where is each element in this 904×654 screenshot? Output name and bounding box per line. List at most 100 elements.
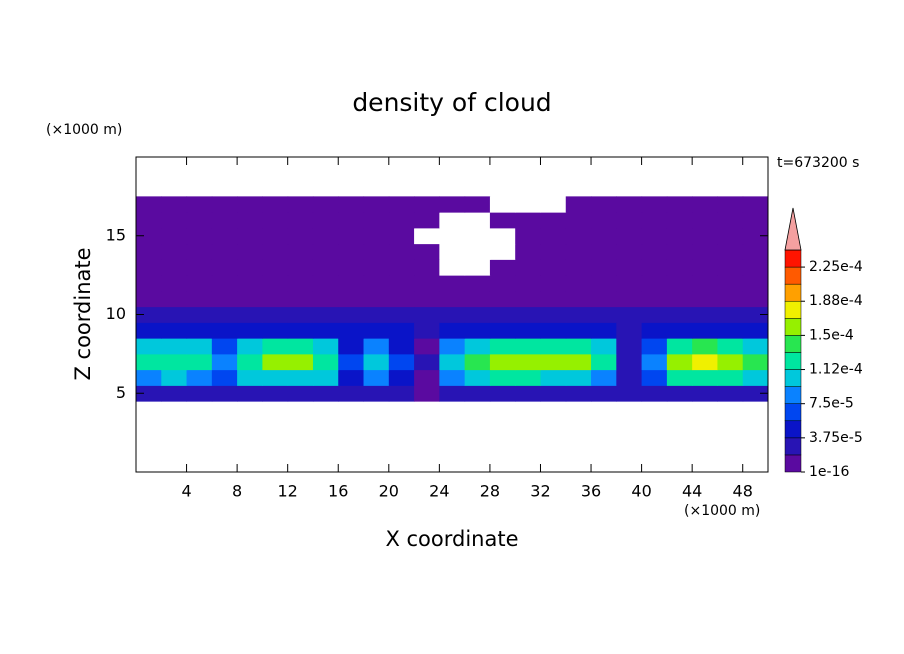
contour-cell	[388, 306, 415, 323]
x-tick-label: 24	[429, 482, 449, 501]
y-axis-label: Z coordinate	[71, 247, 95, 380]
contour-cell	[641, 306, 668, 323]
contour-cell	[388, 275, 415, 292]
contour-cell	[692, 275, 718, 292]
contour-cell	[742, 275, 769, 292]
contour-cell	[717, 338, 744, 355]
contour-cell	[565, 369, 592, 386]
contour-cell	[540, 243, 567, 260]
contour-cell	[565, 275, 592, 292]
y-tick-label: 15	[106, 225, 126, 244]
contour-cell	[439, 369, 466, 386]
contour-cell	[641, 243, 668, 260]
x-unit: (×1000 m)	[684, 503, 760, 519]
contour-cell	[439, 275, 466, 292]
contour-cell	[363, 212, 390, 229]
colorbar-tick-label: 1.12e-4	[809, 362, 863, 378]
contour-cell	[262, 338, 289, 355]
contour-cell	[237, 369, 263, 386]
contour-cell	[489, 243, 516, 260]
contour-cell	[262, 322, 289, 339]
contour-cell	[338, 212, 365, 229]
contour-cell	[515, 243, 541, 260]
contour-cell	[136, 227, 162, 245]
contour-cell	[262, 212, 289, 229]
contour-cell	[742, 212, 769, 229]
contour-cell	[287, 196, 314, 213]
contour-cell	[237, 322, 263, 339]
contour-cell	[591, 385, 617, 402]
contour-cell	[237, 227, 263, 245]
colorbar-tick-label: 3.75e-5	[809, 430, 863, 446]
contour-cell	[641, 353, 668, 371]
contour-cell	[717, 275, 744, 292]
contour-cell	[414, 353, 440, 371]
contour-cell	[742, 385, 769, 402]
contour-cell	[717, 212, 744, 229]
contour-cell	[641, 227, 668, 245]
contour-cell	[312, 196, 339, 213]
contour-cell	[591, 243, 617, 260]
contour-cell	[211, 369, 238, 386]
contour-cell	[464, 259, 491, 276]
contour-cell	[540, 212, 567, 229]
contour-cell	[515, 227, 541, 245]
contour-cell	[262, 353, 289, 371]
colorbar-tick-label: 7.5e-5	[809, 396, 854, 412]
contour-cell	[591, 275, 617, 292]
contour-cell	[363, 196, 390, 213]
contour-cell	[464, 385, 491, 402]
contour-cell	[717, 227, 744, 245]
contour-cell	[211, 353, 238, 371]
contour-cell	[136, 353, 162, 371]
x-tick-label: 16	[328, 482, 348, 501]
contour-cell	[717, 385, 744, 402]
contour-cell	[186, 338, 213, 355]
contour-cell	[388, 369, 415, 386]
contour-cell	[186, 212, 213, 229]
contour-cell	[616, 259, 643, 276]
contour-cell	[136, 212, 162, 229]
contour-cell	[591, 369, 617, 386]
contour-cell	[161, 259, 188, 276]
y-tick-label: 5	[116, 383, 126, 402]
contour-cell	[616, 196, 643, 213]
contour-cell	[540, 196, 567, 213]
contour-cell	[540, 369, 567, 386]
contour-cell	[262, 243, 289, 260]
contour-cell	[439, 306, 466, 323]
contour-cell	[565, 338, 592, 355]
contour-cell	[312, 306, 339, 323]
contour-cell	[666, 196, 693, 213]
contour-cell	[287, 353, 314, 371]
contour-cell	[515, 212, 541, 229]
contour-cell	[666, 306, 693, 323]
contour-cell	[287, 290, 314, 308]
contour-cell	[565, 259, 592, 276]
contour-cell	[414, 243, 440, 260]
contour-cell	[717, 353, 744, 371]
contour-cell	[363, 338, 390, 355]
contour-cell	[464, 196, 491, 213]
contour-cell	[338, 338, 365, 355]
contour-cell	[363, 385, 390, 402]
contour-cell	[717, 322, 744, 339]
colorbar-extension	[784, 207, 802, 251]
contour-cell	[489, 322, 516, 339]
contour-cell	[489, 353, 516, 371]
contour-cell	[616, 290, 643, 308]
contour-cell	[692, 227, 718, 245]
contour-cell	[742, 243, 769, 260]
contour-cell	[540, 227, 567, 245]
contour-cell	[591, 227, 617, 245]
contour-cell	[211, 290, 238, 308]
contour-cell	[464, 212, 491, 229]
contour-cell	[388, 322, 415, 339]
contour-cell	[439, 385, 466, 402]
contour-cell	[742, 306, 769, 323]
contour-cell	[414, 212, 440, 229]
colorbar-band	[784, 283, 802, 302]
contour-cell	[439, 353, 466, 371]
contour-cell	[591, 338, 617, 355]
colorbar-band	[784, 454, 802, 473]
